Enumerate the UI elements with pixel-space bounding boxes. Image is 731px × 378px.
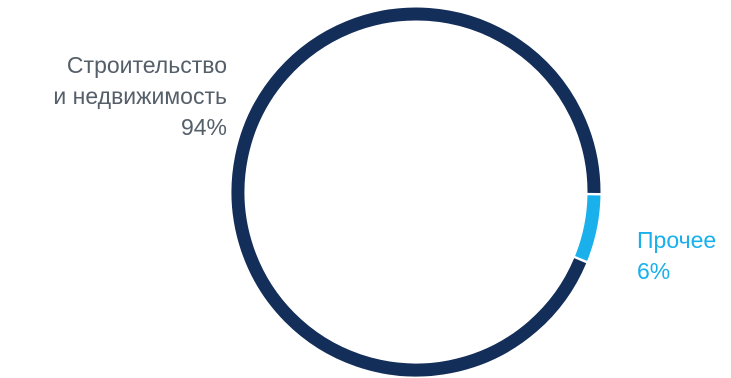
donut-slice-other	[575, 195, 601, 261]
slice-label-construction-line-1: Строительство	[66, 52, 227, 78]
slice-label-other-line-1: Прочее	[637, 227, 717, 253]
slice-label-construction: Строительство и недвижимость 94%	[53, 50, 227, 143]
slice-value-other: 6%	[637, 258, 671, 284]
donut-slice-construction	[231, 7, 601, 377]
slice-label-construction-line-2: и недвижимость	[53, 83, 227, 109]
slice-label-other: Прочее 6%	[637, 225, 716, 287]
slice-value-construction: 94%	[180, 114, 227, 140]
